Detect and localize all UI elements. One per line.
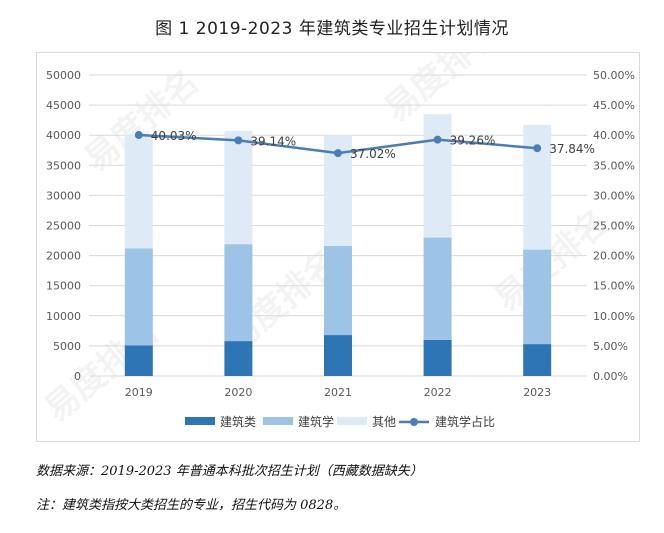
chart-frame: 易度排名易度排名易度排名易度排名易度排名00.00%50005.00%10000…: [36, 52, 640, 442]
line-point: [533, 144, 542, 153]
bar-建筑类-2022: [423, 339, 452, 376]
y-left-tick-label: 25000: [46, 220, 81, 233]
y-right-tick-label: 40.00%: [593, 129, 635, 142]
legend-marker: [410, 418, 418, 426]
bar-建筑类-2023: [523, 344, 552, 376]
data-label: 40.03%: [151, 129, 197, 143]
y-right-tick-label: 25.00%: [593, 220, 635, 233]
bar-建筑类-2019: [124, 345, 153, 376]
data-label: 39.26%: [450, 134, 496, 148]
x-tick-label: 2023: [523, 386, 551, 399]
y-right-tick-label: 45.00%: [593, 99, 635, 112]
y-left-tick-label: 20000: [46, 250, 81, 263]
bar-其他-2019: [124, 134, 153, 249]
y-right-tick-label: 30.00%: [593, 189, 635, 202]
line-point: [433, 135, 442, 144]
bar-建筑学-2022: [423, 237, 452, 340]
legend-label: 其他: [372, 415, 396, 429]
x-tick-label: 2022: [424, 386, 452, 399]
y-left-tick-label: 45000: [46, 99, 81, 112]
legend-label: 建筑学占比: [435, 414, 495, 429]
legend-swatch-建筑学: [263, 417, 293, 425]
y-right-tick-label: 15.00%: [593, 280, 635, 293]
y-right-tick-label: 20.00%: [593, 250, 635, 263]
bar-建筑类-2021: [324, 335, 352, 376]
y-left-tick-label: 10000: [46, 310, 81, 323]
y-right-tick-label: 0.00%: [593, 370, 628, 383]
legend-label: 建筑类: [220, 414, 256, 429]
bar-建筑学-2021: [324, 245, 352, 336]
bar-其他-2023: [523, 124, 552, 250]
notes: 数据来源：2019-2023 年普通本科批次招生计划（西藏数据缺失） 注：建筑类…: [36, 463, 656, 531]
y-left-tick-label: 15000: [46, 280, 81, 293]
bar-建筑学-2019: [124, 248, 153, 346]
y-left-tick-label: 50000: [46, 69, 81, 82]
legend-swatch-建筑类: [185, 417, 215, 425]
data-label: 39.14%: [250, 134, 296, 148]
x-tick-label: 2019: [125, 386, 153, 399]
line-point: [334, 149, 342, 158]
bar-其他-2022: [423, 114, 452, 238]
y-right-tick-label: 50.00%: [593, 69, 635, 82]
line-point: [234, 136, 243, 145]
y-right-tick-label: 35.00%: [593, 159, 635, 172]
y-left-tick-label: 30000: [46, 189, 81, 202]
data-label: 37.84%: [549, 142, 595, 156]
y-right-tick-label: 5.00%: [593, 340, 628, 353]
legend-swatch-其他: [337, 417, 367, 425]
legend-label: 建筑学: [298, 414, 334, 429]
y-left-tick-label: 35000: [46, 159, 81, 172]
definition-note: 注：建筑类指按大类招生的专业，招生代码为 0828。: [36, 498, 347, 513]
bar-建筑学-2020: [224, 244, 253, 342]
chart-title: 图 1 2019-2023 年建筑类专业招生计划情况: [155, 19, 509, 39]
line-point: [134, 131, 143, 140]
y-right-tick-label: 10.00%: [593, 310, 635, 323]
bar-其他-2020: [224, 130, 253, 245]
y-left-tick-label: 0: [74, 370, 81, 383]
bar-建筑类-2020: [224, 341, 253, 376]
bar-建筑学-2023: [523, 249, 552, 345]
data-label: 37.02%: [350, 147, 396, 161]
x-tick-label: 2021: [324, 386, 352, 399]
chart: 易度排名易度排名易度排名易度排名易度排名00.00%50005.00%10000…: [37, 53, 635, 430]
y-left-tick-label: 5000: [53, 340, 81, 353]
x-tick-label: 2020: [224, 386, 252, 399]
y-left-tick-label: 40000: [46, 129, 81, 142]
data-source-note: 数据来源：2019-2023 年普通本科批次招生计划（西藏数据缺失）: [36, 464, 423, 479]
